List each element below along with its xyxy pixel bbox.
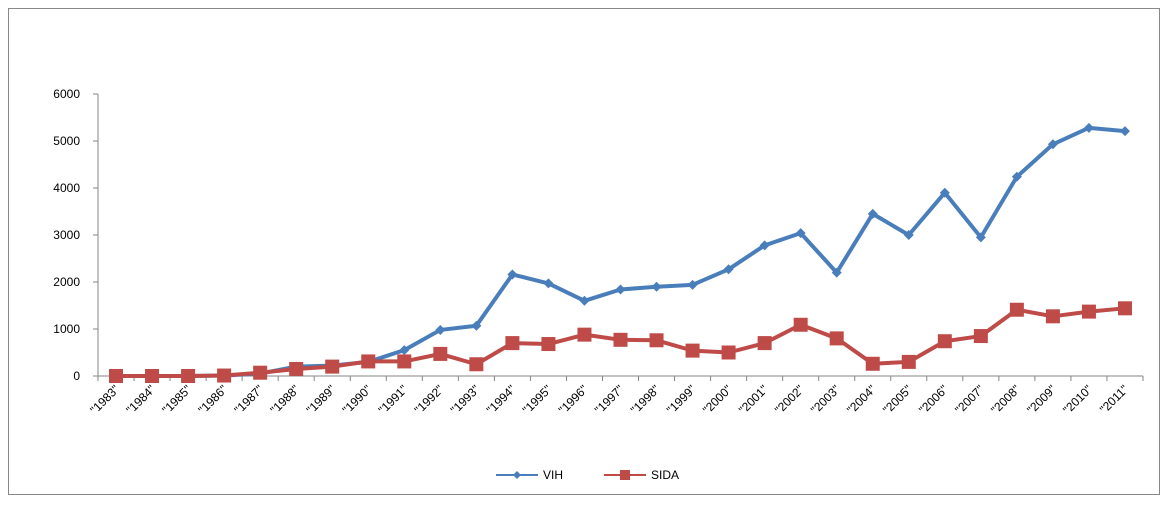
data-point xyxy=(721,345,736,360)
data-point xyxy=(973,329,988,344)
data-point xyxy=(397,354,412,369)
data-point xyxy=(579,295,590,306)
y-tick-label: 0 xyxy=(73,369,80,383)
data-point xyxy=(399,345,410,356)
data-point xyxy=(937,334,952,349)
data-point xyxy=(1009,302,1024,317)
data-point xyxy=(757,336,772,351)
data-point xyxy=(1011,171,1022,182)
y-tick-label: 2000 xyxy=(53,275,80,289)
y-tick-label: 3000 xyxy=(53,228,80,242)
data-point xyxy=(469,357,484,372)
data-point xyxy=(1045,309,1060,324)
data-point xyxy=(613,332,628,347)
legend-marker xyxy=(620,470,630,480)
data-point xyxy=(685,343,700,358)
data-point xyxy=(507,269,518,280)
data-point xyxy=(901,354,916,369)
data-point xyxy=(1081,304,1096,319)
data-point xyxy=(831,267,842,278)
data-point xyxy=(435,324,446,335)
y-tick-label: 4000 xyxy=(53,181,80,195)
legend-marker xyxy=(513,471,521,479)
data-point xyxy=(687,279,698,290)
data-point xyxy=(865,356,880,371)
data-point xyxy=(181,369,196,383)
data-point xyxy=(903,230,914,240)
data-point xyxy=(1119,126,1130,137)
data-point xyxy=(939,187,950,198)
y-tick-label: 5000 xyxy=(53,134,80,148)
data-point xyxy=(577,327,592,342)
data-point xyxy=(795,228,806,239)
data-point xyxy=(217,368,232,383)
data-point xyxy=(433,346,448,361)
y-tick-label: 6000 xyxy=(53,87,80,101)
data-point xyxy=(109,369,124,383)
data-point xyxy=(867,208,878,219)
data-point xyxy=(289,361,304,376)
data-point xyxy=(361,354,376,369)
data-point xyxy=(615,284,626,295)
legend-label: VIH xyxy=(543,468,563,482)
data-point xyxy=(505,336,520,351)
data-point xyxy=(543,278,554,289)
data-point xyxy=(541,337,556,352)
data-point xyxy=(759,240,770,251)
data-point xyxy=(253,365,268,380)
data-point xyxy=(829,331,844,346)
data-point xyxy=(1083,122,1094,133)
data-point xyxy=(975,232,986,243)
data-point xyxy=(1117,301,1132,316)
data-point xyxy=(651,281,662,292)
data-point xyxy=(723,264,734,275)
data-point xyxy=(145,369,160,383)
data-point xyxy=(649,333,664,348)
data-point xyxy=(793,317,808,332)
data-point xyxy=(471,320,482,331)
y-tick-label: 1000 xyxy=(53,322,80,336)
data-point xyxy=(325,359,340,374)
data-point xyxy=(1047,139,1058,150)
chart-border xyxy=(8,8,1160,495)
legend-label: SIDA xyxy=(651,468,679,482)
